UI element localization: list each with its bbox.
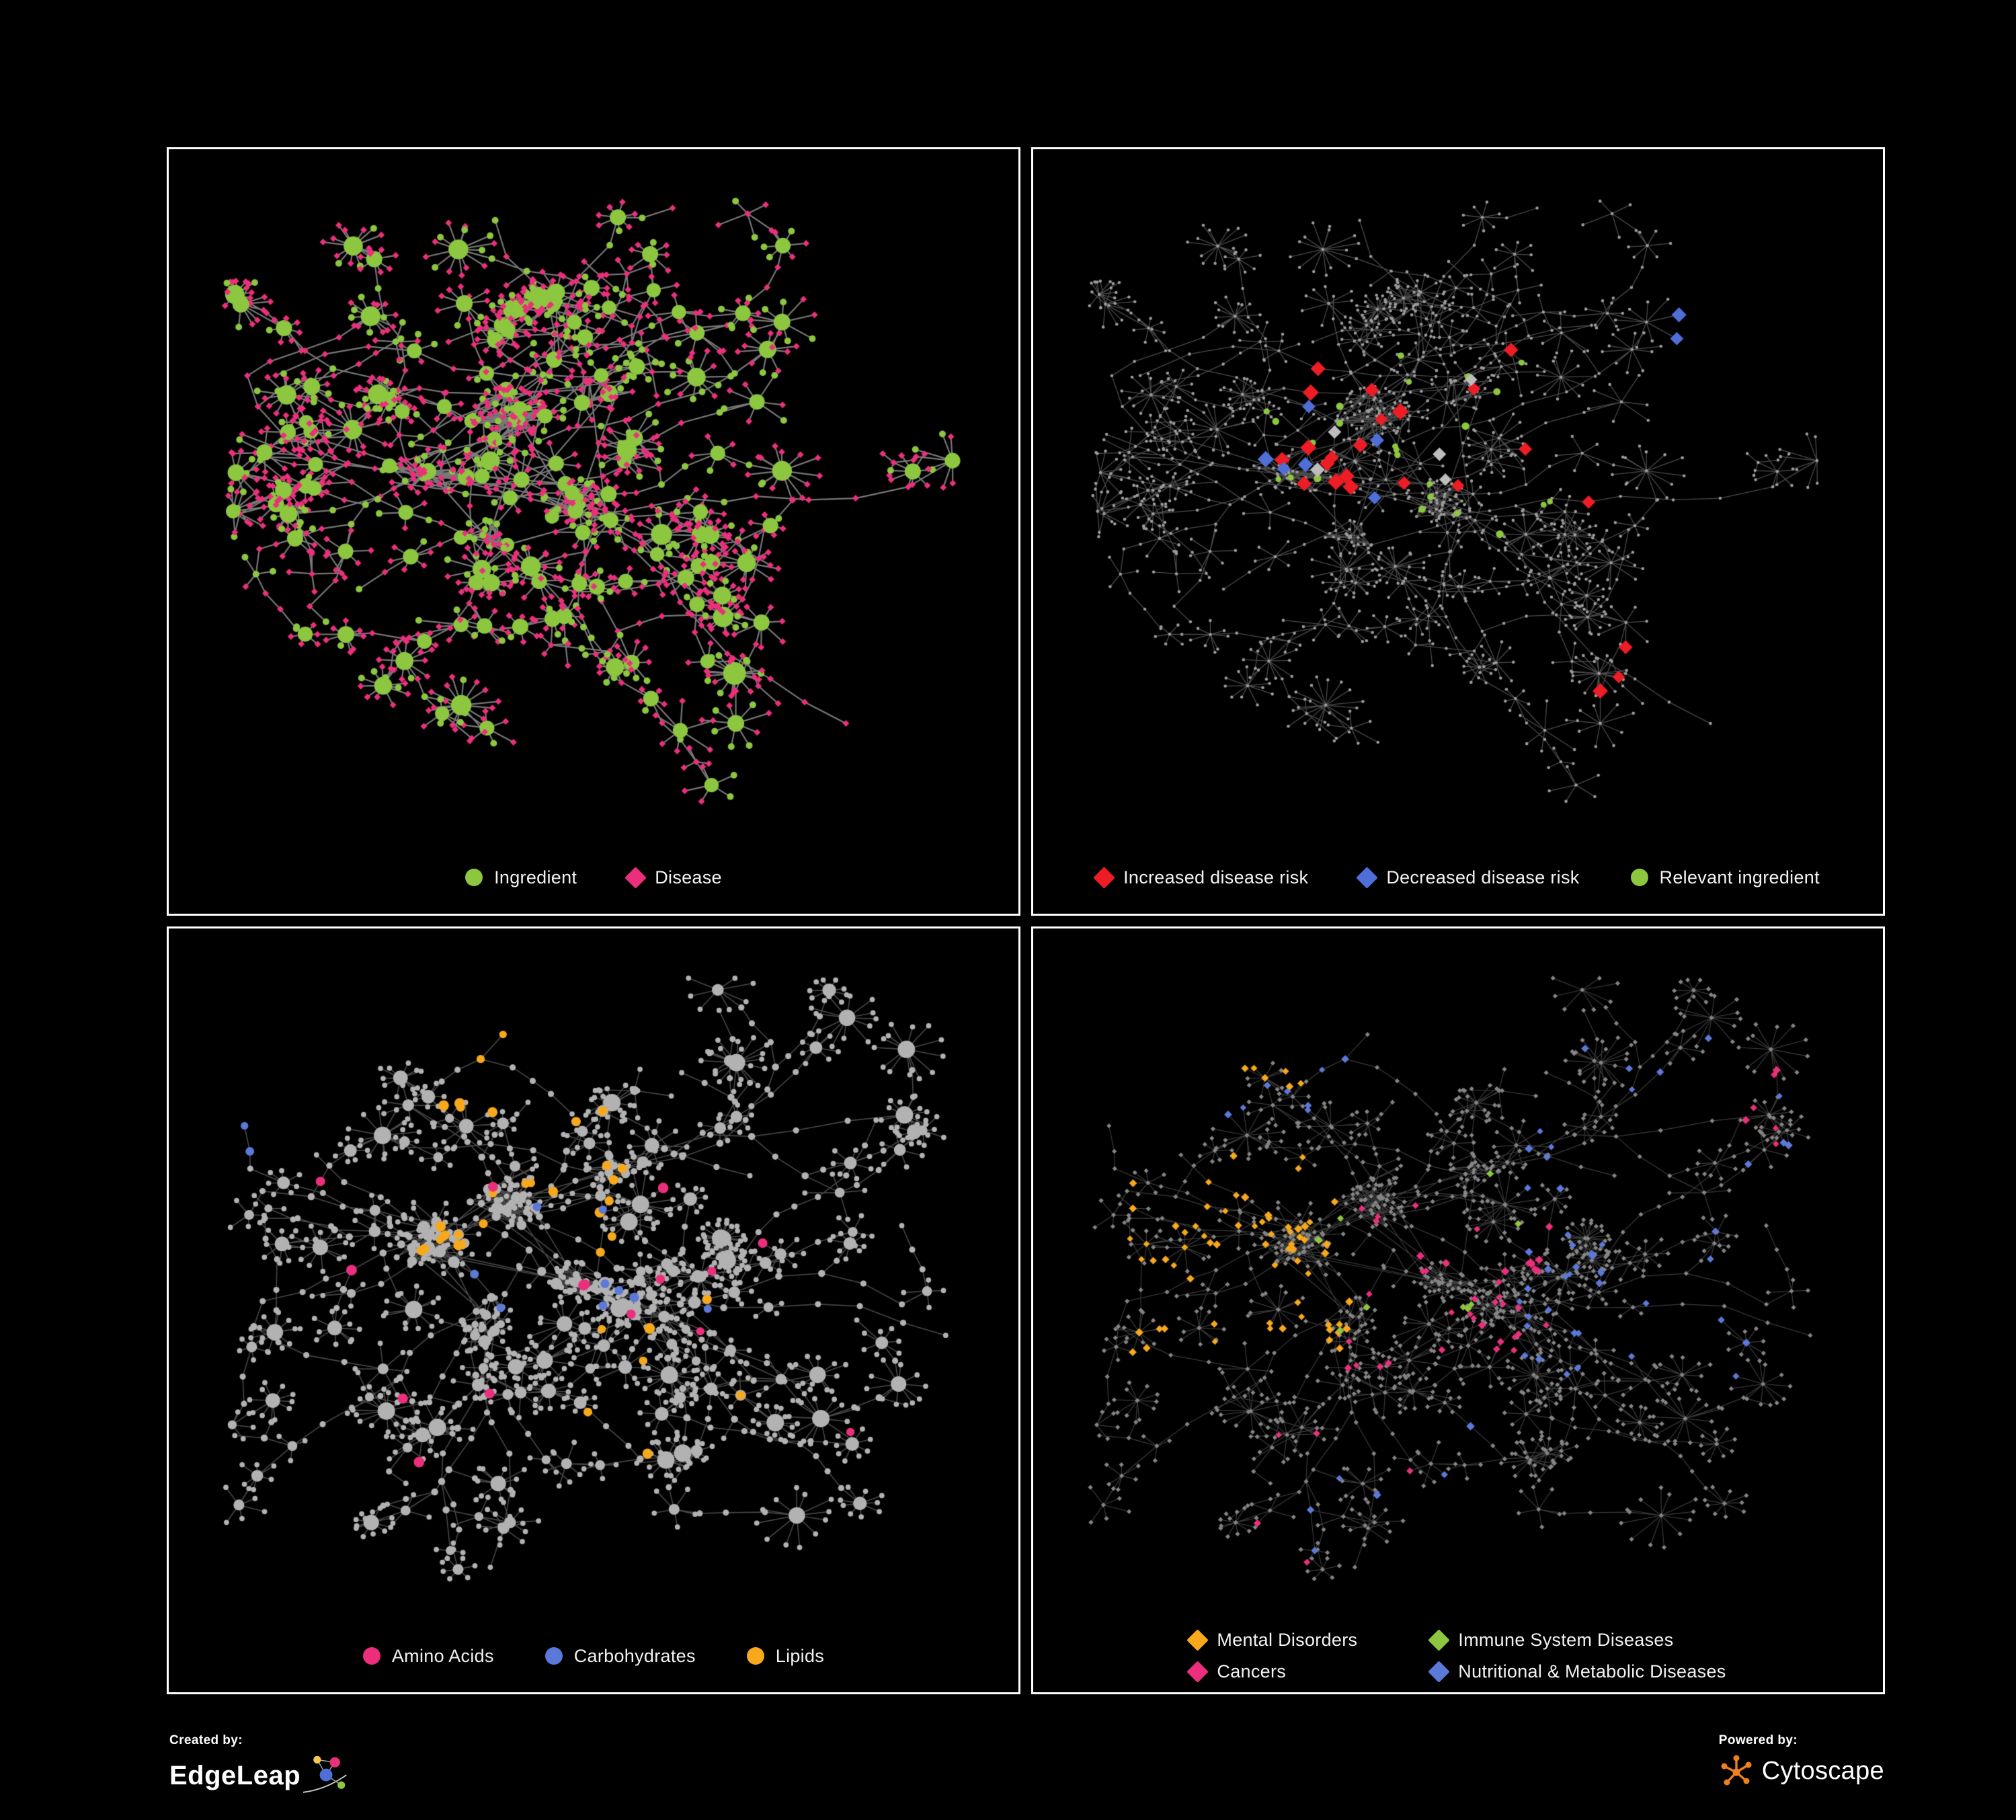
decreased-risk-legend-marker-icon (1356, 866, 1379, 889)
powered-by-label: Powered by: (1718, 1733, 1798, 1747)
cytoscape-logo: Cytoscape (1719, 1753, 1884, 1788)
legend-label-disease: Disease (655, 867, 722, 887)
amino-acids-legend-marker-icon (362, 1647, 380, 1665)
disease-legend-marker-icon (624, 866, 647, 889)
legend-disease-risk: Increased disease risk Decreased disease… (1033, 841, 1883, 914)
legend-item-cancers: Cancers (1186, 1661, 1357, 1683)
legend-label-lipids: Lipids (775, 1645, 825, 1666)
legend-item-lipids: Lipids (746, 1645, 825, 1667)
ingredient-legend-marker-icon (465, 869, 483, 886)
legend-item-disease: Disease (624, 866, 722, 889)
cytoscape-attribution: Powered by: Cytoscape (1719, 1733, 1884, 1788)
legend-item-carbohydrates: Carbohydrates (545, 1646, 696, 1667)
network-canvas-disease-risk (1033, 149, 1883, 841)
legend-label-ingredient: Ingredient (494, 867, 577, 887)
legend-item-nutritional-metabolic-diseases: Nutritional & Metabolic Diseases (1428, 1661, 1726, 1683)
legend-item-increased-risk: Increased disease risk (1093, 866, 1309, 889)
increased-risk-legend-marker-icon (1093, 866, 1115, 889)
legend-label-increased-risk: Increased disease risk (1123, 867, 1309, 887)
panel-disease-risk: Increased disease risk Decreased disease… (1031, 147, 1885, 916)
network-canvas-macronutrients (169, 928, 1018, 1620)
created-by-label: Created by: (169, 1733, 243, 1747)
legend-label-decreased-risk: Decreased disease risk (1386, 867, 1580, 887)
immune-system-diseases-legend-marker-icon (1428, 1629, 1451, 1651)
legend-item-mental-disorders: Mental Disorders (1186, 1629, 1358, 1651)
nutritional-metabolic-diseases-legend-marker-icon (1428, 1661, 1451, 1683)
edgeleap-wordmark: EdgeLeap (169, 1760, 301, 1790)
network-canvas-disease-classes (1033, 928, 1883, 1620)
cytoscape-wordmark: Cytoscape (1761, 1756, 1884, 1785)
edgeleap-logo: EdgeLeap (169, 1753, 350, 1798)
legend-label-carbohydrates: Carbohydrates (573, 1645, 696, 1666)
legend-item-decreased-risk: Decreased disease risk (1356, 866, 1580, 889)
legend-item-immune-system-diseases: Immune System Diseases (1428, 1629, 1726, 1651)
legend-label-mental-disorders: Mental Disorders (1217, 1630, 1358, 1650)
figure-grid: Ingredient Disease Increased disease ris… (167, 147, 1885, 1694)
relevant-ingredient-legend-marker-icon (1630, 869, 1648, 886)
edgeleap-logo-icon (303, 1755, 347, 1793)
panel-disease-classes: Mental Disorders Immune System Diseases … (1031, 926, 1885, 1694)
panel-ingredient-disease: Ingredient Disease (167, 147, 1020, 916)
legend-label-nutritional-metabolic-diseases: Nutritional & Metabolic Diseases (1458, 1661, 1726, 1681)
legend-label-cancers: Cancers (1217, 1661, 1287, 1681)
network-canvas-ingredient-disease (169, 149, 1018, 841)
carbohydrates-legend-marker-icon (545, 1647, 563, 1665)
legend-disease-classes: Mental Disorders Immune System Diseases … (1033, 1620, 1883, 1692)
legend-label-immune-system-diseases: Immune System Diseases (1458, 1630, 1674, 1650)
cytoscape-logo-icon (1721, 1755, 1752, 1786)
lipids-legend-marker-icon (746, 1647, 764, 1665)
edgeleap-attribution: Created by: EdgeLeap (169, 1733, 350, 1798)
legend-ingredient-disease: Ingredient Disease (169, 841, 1018, 914)
legend-macronutrients: Amino Acids Carbohydrates Lipids (169, 1620, 1018, 1692)
cancers-legend-marker-icon (1186, 1661, 1209, 1683)
panel-macronutrients: Amino Acids Carbohydrates Lipids (167, 926, 1020, 1694)
mental-disorders-legend-marker-icon (1186, 1629, 1209, 1651)
legend-item-amino-acids: Amino Acids (362, 1645, 494, 1667)
footer: Created by: EdgeLeap Powered by: (169, 1733, 1884, 1798)
legend-label-relevant-ingredient: Relevant ingredient (1659, 867, 1820, 887)
legend-item-relevant-ingredient: Relevant ingredient (1630, 867, 1820, 888)
legend-item-ingredient: Ingredient (465, 867, 577, 888)
legend-label-amino-acids: Amino Acids (391, 1645, 494, 1666)
